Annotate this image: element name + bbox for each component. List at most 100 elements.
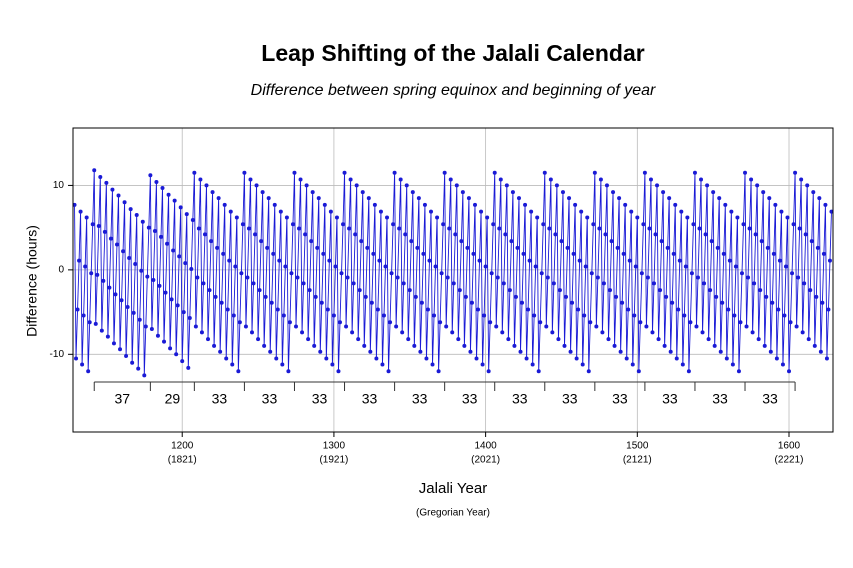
cycle-length-label: 33 — [762, 391, 778, 407]
data-point — [641, 222, 646, 227]
data-point — [307, 288, 312, 293]
data-point — [785, 215, 790, 220]
data-point — [802, 281, 807, 286]
data-point — [128, 207, 133, 212]
data-point — [304, 183, 309, 188]
data-point — [140, 219, 145, 224]
data-point — [102, 229, 107, 234]
data-point — [667, 196, 672, 201]
data-point — [791, 222, 796, 227]
data-point — [224, 356, 229, 361]
data-point — [636, 369, 641, 374]
data-point — [363, 294, 368, 299]
data-point — [293, 324, 298, 329]
data-point — [688, 320, 693, 325]
data-point — [331, 313, 336, 318]
data-point — [105, 334, 110, 339]
data-point — [651, 281, 656, 286]
data-point — [457, 288, 462, 293]
data-point — [242, 170, 247, 175]
data-point — [474, 356, 479, 361]
data-point — [492, 170, 497, 175]
data-point — [459, 239, 464, 244]
data-point — [83, 264, 88, 269]
data-point — [680, 362, 685, 367]
data-point — [779, 209, 784, 214]
data-point — [483, 264, 488, 269]
data-point — [344, 324, 349, 329]
data-point — [811, 190, 816, 195]
data-point — [108, 236, 113, 241]
data-point — [645, 275, 650, 280]
data-point — [213, 294, 218, 299]
data-point — [246, 226, 251, 231]
data-point — [133, 261, 138, 266]
cycle-length-label: 33 — [262, 391, 278, 407]
data-point — [469, 300, 474, 305]
data-point — [535, 215, 540, 220]
x-tick-label: 1300 — [323, 441, 346, 452]
data-point — [195, 275, 200, 280]
x2-tick-label: (1921) — [319, 455, 348, 466]
data-point — [759, 239, 764, 244]
data-point — [80, 362, 85, 367]
data-point — [803, 232, 808, 237]
data-point — [371, 251, 376, 256]
data-point — [749, 177, 754, 182]
data-point — [524, 356, 529, 361]
data-point — [506, 337, 511, 342]
data-point — [573, 202, 578, 207]
data-point — [385, 215, 390, 220]
data-point — [479, 209, 484, 214]
data-point — [272, 202, 277, 207]
data-point — [101, 278, 106, 283]
data-point — [301, 281, 306, 286]
data-point — [623, 202, 628, 207]
data-point — [495, 275, 500, 280]
data-point — [146, 225, 151, 230]
data-point — [316, 196, 321, 201]
data-point — [310, 190, 315, 195]
cycle-length-label: 33 — [212, 391, 228, 407]
data-point — [166, 192, 171, 197]
data-point — [702, 281, 707, 286]
data-point — [589, 271, 594, 276]
data-point — [227, 258, 232, 263]
data-point — [494, 324, 499, 329]
data-point — [491, 222, 496, 227]
data-point — [721, 251, 726, 256]
data-point — [231, 313, 236, 318]
data-point — [764, 294, 769, 299]
data-point — [233, 264, 238, 269]
data-point — [729, 209, 734, 214]
data-point — [671, 251, 676, 256]
data-point — [620, 300, 625, 305]
data-point — [586, 369, 591, 374]
data-point — [579, 209, 584, 214]
data-point — [234, 215, 239, 220]
data-point — [661, 190, 666, 195]
data-point — [598, 177, 603, 182]
data-point — [762, 343, 767, 348]
data-point — [700, 330, 705, 335]
data-point — [394, 324, 399, 329]
data-point — [196, 226, 201, 231]
data-point — [378, 209, 383, 214]
data-point — [397, 226, 402, 231]
data-point — [327, 258, 332, 263]
data-point — [485, 215, 490, 220]
data-point — [366, 196, 371, 201]
data-point — [433, 264, 438, 269]
data-point — [377, 258, 382, 263]
cycle-length-label: 33 — [412, 391, 428, 407]
data-point — [564, 294, 569, 299]
data-point — [445, 275, 450, 280]
data-point — [559, 239, 564, 244]
data-point — [297, 226, 302, 231]
data-point — [350, 330, 355, 335]
data-point — [78, 209, 83, 214]
data-point — [591, 222, 596, 227]
data-point — [536, 369, 541, 374]
data-point — [202, 232, 207, 237]
